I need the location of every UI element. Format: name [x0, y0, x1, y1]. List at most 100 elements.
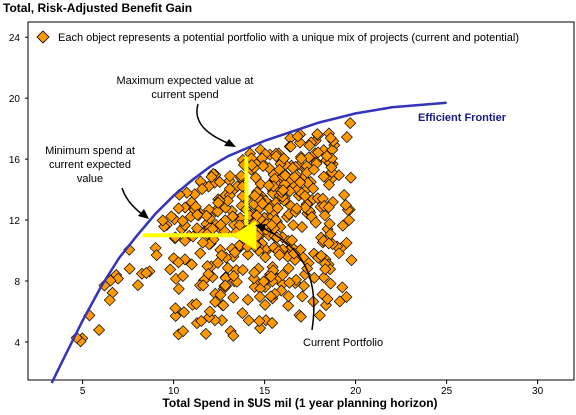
portfolio-point [294, 310, 307, 323]
portfolio-point [253, 314, 266, 327]
portfolio-point [205, 170, 218, 183]
portfolio-point [167, 252, 180, 265]
arrow-current-portfolio [261, 227, 315, 331]
portfolio-point [317, 170, 330, 183]
portfolio-point [325, 161, 338, 174]
portfolio-point [177, 306, 190, 319]
y-tick-label: 8 [14, 277, 20, 288]
portfolio-point [226, 210, 239, 223]
portfolio-point [315, 249, 328, 262]
portfolio-point [317, 271, 330, 284]
portfolio-point [131, 279, 144, 292]
annotation-min-line-3: value [77, 173, 103, 185]
portfolio-point [165, 210, 178, 223]
portfolio-point [311, 128, 324, 141]
portfolio-point [339, 199, 352, 212]
portfolio-point [253, 290, 266, 303]
portfolio-point [288, 170, 301, 183]
portfolio-point [217, 299, 230, 312]
portfolio-point [265, 270, 278, 283]
portfolio-point [248, 266, 261, 279]
x-axis-label: Total Spend in $US mil (1 year planning … [162, 396, 437, 410]
portfolio-point [172, 282, 185, 295]
portfolio-point [291, 130, 304, 143]
legend: Each object represents a potential portf… [36, 30, 519, 44]
portfolio-point [302, 151, 315, 164]
portfolio-point [223, 182, 236, 195]
x-tick-label: 20 [350, 386, 362, 397]
portfolio-point [177, 325, 190, 338]
portfolio-point [200, 209, 213, 222]
y-tick-label: 24 [9, 33, 21, 44]
portfolio-point [221, 194, 234, 207]
portfolio-point [209, 296, 222, 308]
arrow-max-value [196, 103, 231, 145]
portfolio-point [298, 189, 311, 202]
current-portfolio-marker [231, 219, 257, 251]
portfolio-point [284, 140, 297, 153]
portfolio-point [344, 171, 357, 184]
portfolio-point [290, 273, 303, 286]
annotation-min-line-2: current expected [49, 159, 131, 171]
portfolio-point [336, 219, 349, 232]
portfolio-point [271, 231, 283, 244]
portfolio-point [248, 189, 261, 202]
annotation-max-line-2: current spend [151, 89, 218, 101]
portfolio-point [172, 256, 185, 269]
portfolio-point [254, 322, 267, 335]
axis-layer: 5 10 15 20 25 30 4 8 12 16 20 24 [9, 33, 544, 397]
annotation-min-spend: Minimum spend at current expected value [45, 145, 135, 185]
portfolio-point [194, 247, 207, 260]
portfolio-point [324, 277, 337, 290]
portfolio-point [228, 246, 241, 259]
portfolio-point [273, 248, 286, 261]
portfolio-point [215, 249, 228, 262]
portfolio-point [203, 305, 216, 318]
portfolio-point [191, 208, 204, 221]
portfolio-point [196, 236, 209, 249]
x-tick-label: 25 [441, 386, 453, 397]
efficient-frontier-line [50, 101, 447, 384]
portfolio-point [98, 279, 111, 292]
frontier-layer [50, 101, 447, 384]
portfolio-point [219, 201, 232, 214]
portfolio-point [214, 288, 227, 301]
portfolio-point [282, 262, 295, 275]
portfolio-point [299, 201, 312, 214]
annotation-max-line-1: Maximum expected value at [117, 75, 254, 87]
annotation-min-line-1: Minimum spend at [45, 145, 135, 157]
portfolio-point [250, 209, 263, 222]
portfolio-point [112, 272, 125, 285]
portfolio-point [265, 218, 278, 231]
arrow-min-spend-head [138, 209, 149, 219]
portfolio-point [318, 209, 331, 222]
portfolio-point [340, 236, 353, 249]
portfolio-point [336, 281, 349, 294]
portfolio-point [236, 263, 249, 276]
portfolio-point [227, 329, 240, 342]
portfolio-point [307, 182, 320, 195]
portfolio-point [321, 293, 334, 306]
portfolio-point [176, 214, 189, 227]
legend-text: Each object represents a potential portf… [58, 32, 519, 44]
portfolio-point [190, 298, 203, 311]
portfolio-point [211, 205, 224, 218]
portfolio-point [219, 279, 232, 292]
portfolio-point [309, 216, 322, 229]
portfolio-point [277, 152, 290, 165]
portfolio-point [319, 263, 332, 276]
portfolio-point [70, 331, 83, 344]
portfolio-point [214, 218, 227, 231]
portfolio-point [140, 267, 153, 279]
x-tick-label: 5 [80, 386, 86, 397]
portfolio-point [103, 294, 116, 307]
portfolio-point [312, 146, 325, 159]
annotation-max-value: Maximum expected value at current spend [117, 75, 254, 101]
portfolio-point [259, 251, 272, 264]
portfolio-point [323, 217, 336, 230]
portfolio-point [227, 269, 240, 282]
portfolio-point [264, 290, 277, 303]
portfolio-point [197, 279, 210, 292]
